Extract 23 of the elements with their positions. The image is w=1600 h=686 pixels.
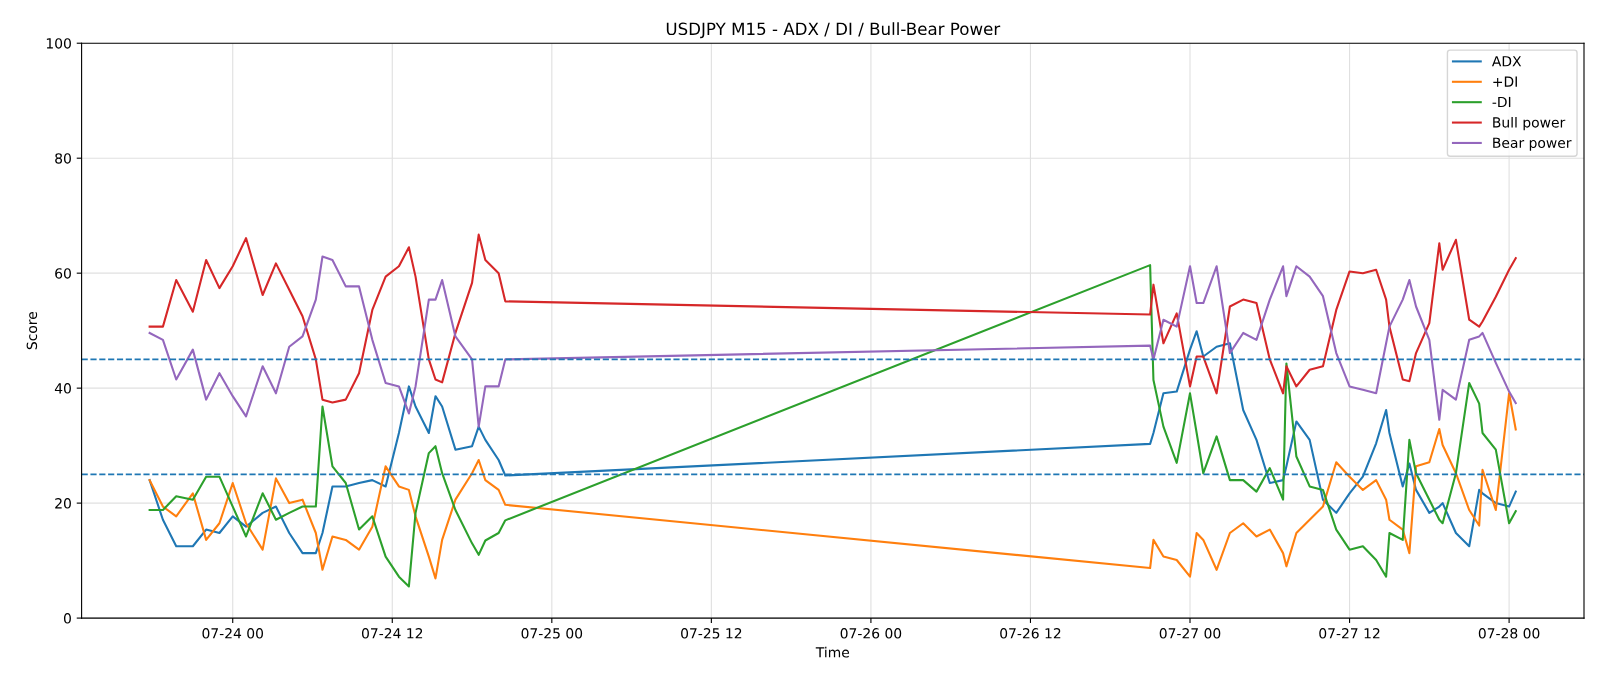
x-tick-label: 07-27 12 <box>1319 628 1380 639</box>
legend-label: Bear power <box>1493 137 1572 151</box>
legend-label: -DI <box>1492 96 1511 108</box>
x-tick-label: 07-28 00 <box>1478 628 1540 639</box>
x-tick-label: 07-24 00 <box>202 628 264 639</box>
legend-label: +DI <box>1493 76 1517 87</box>
y-tick-label: 20 <box>55 498 71 509</box>
x-tick-label: 07-25 12 <box>681 628 742 639</box>
y-tick-label: 100 <box>46 38 71 49</box>
x-tick-label: 07-26 00 <box>840 628 902 639</box>
legend-label: Bull power <box>1493 116 1566 131</box>
y-tick-label: 40 <box>54 383 71 394</box>
chart-title: USDJPY M15 - ADX / DI / Bull-Bear Power <box>666 22 1001 39</box>
y-tick-label: 60 <box>55 268 71 279</box>
x-tick-label: 07-24 12 <box>361 628 423 639</box>
x-tick-label: 07-25 00 <box>521 628 583 639</box>
y-axis-title: Score <box>26 311 38 350</box>
x-tick-label: 07-26 12 <box>1000 628 1061 639</box>
y-tick-label: 0 <box>63 613 71 624</box>
x-tick-label: 07-27 00 <box>1159 628 1221 639</box>
x-axis-title: Time <box>815 646 850 658</box>
y-tick-label: 80 <box>55 153 71 164</box>
legend-label: ADX <box>1491 56 1522 67</box>
